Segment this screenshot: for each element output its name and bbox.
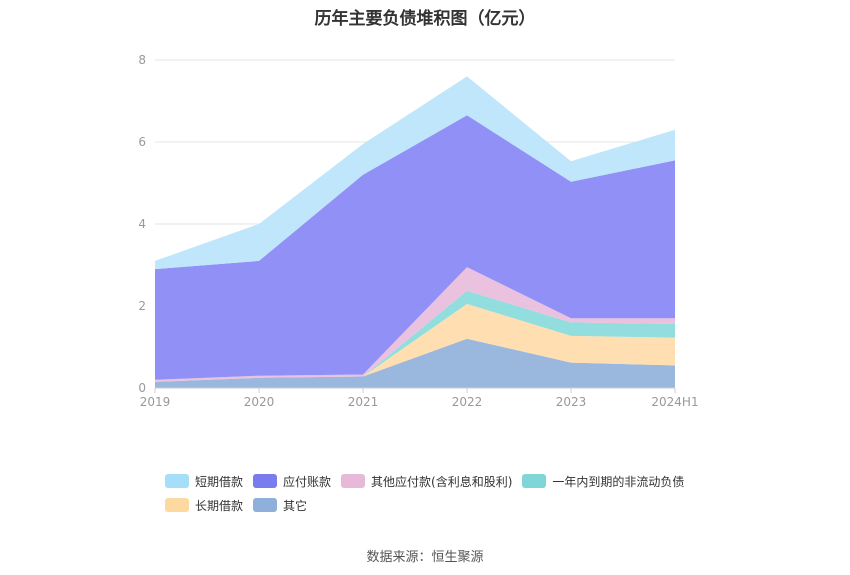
legend-swatch bbox=[165, 474, 189, 488]
area-series-layer bbox=[155, 76, 675, 388]
area-series-2[interactable] bbox=[155, 290, 675, 382]
area-series-5[interactable] bbox=[155, 76, 675, 270]
source-note: 数据来源：恒生聚源 bbox=[366, 550, 484, 565]
x-tick-label: 2020 bbox=[244, 395, 275, 409]
y-tick-label: 6 bbox=[138, 135, 146, 149]
legend-item[interactable]: 应付账款 bbox=[253, 473, 331, 490]
stacked-area-chart: 0 2 4 6 8 2019 2020 2021 2022 2023 2024H1 bbox=[138, 53, 698, 409]
legend-label: 应付账款 bbox=[283, 474, 332, 489]
area-series-0[interactable] bbox=[155, 338, 675, 388]
legend-label: 长期借款 bbox=[195, 498, 244, 513]
legend-item[interactable]: 其他应付款(含利息和股利) bbox=[341, 473, 512, 490]
legend-item[interactable]: 其它 bbox=[253, 497, 307, 514]
legend-swatch bbox=[341, 474, 366, 488]
area-series-3[interactable] bbox=[155, 267, 675, 382]
x-tick-label: 2023 bbox=[556, 395, 587, 409]
axes: 0 2 4 6 8 2019 2020 2021 2022 2023 2024H1 bbox=[138, 53, 698, 409]
y-tick-label: 2 bbox=[138, 299, 146, 313]
legend-label: 一年内到期的非流动负债 bbox=[552, 474, 685, 489]
legend-swatch bbox=[165, 498, 189, 512]
legend-item[interactable]: 长期借款 bbox=[165, 497, 243, 514]
legend-label: 其它 bbox=[283, 498, 308, 513]
legend-row: 长期借款 其它 bbox=[165, 497, 725, 513]
area-series-4[interactable] bbox=[155, 115, 675, 380]
x-tick-label: 2021 bbox=[348, 395, 379, 409]
y-tick-label: 0 bbox=[138, 381, 146, 395]
legend-swatch bbox=[253, 498, 278, 512]
legend: 短期借款 应付账款 其他应付款(含利息和股利) 一年内到期的非流动负债长期借款 其它 bbox=[165, 473, 725, 521]
legend-item[interactable]: 短期借款 bbox=[165, 473, 243, 490]
legend-swatch bbox=[253, 474, 278, 488]
chart-title: 历年主要负债堆积图（亿元） bbox=[314, 9, 536, 29]
area-series-1[interactable] bbox=[155, 303, 675, 382]
y-tick-label: 4 bbox=[138, 217, 146, 231]
legend-swatch bbox=[522, 474, 547, 488]
legend-label: 短期借款 bbox=[195, 474, 244, 489]
y-tick-label: 8 bbox=[138, 53, 146, 67]
legend-row: 短期借款 应付账款 其他应付款(含利息和股利) 一年内到期的非流动负债 bbox=[165, 473, 725, 489]
x-tick-label: 2019 bbox=[140, 395, 171, 409]
legend-label: 其他应付款(含利息和股利) bbox=[371, 474, 513, 489]
x-tick-label: 2022 bbox=[452, 395, 483, 409]
x-tick-label: 2024H1 bbox=[651, 395, 698, 409]
legend-item[interactable]: 一年内到期的非流动负债 bbox=[522, 473, 684, 490]
